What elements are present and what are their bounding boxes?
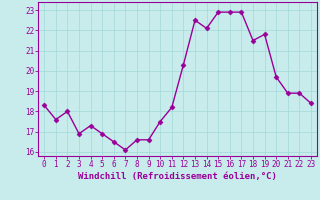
X-axis label: Windchill (Refroidissement éolien,°C): Windchill (Refroidissement éolien,°C)	[78, 172, 277, 181]
